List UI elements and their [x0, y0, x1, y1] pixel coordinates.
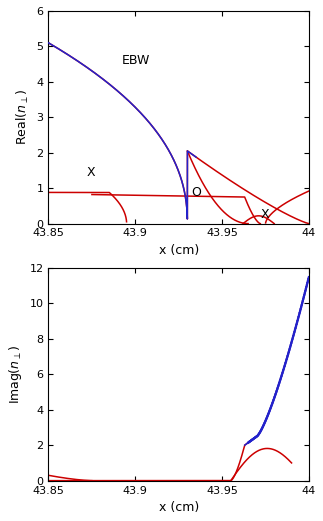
Text: X: X	[260, 208, 269, 221]
Text: EBW: EBW	[121, 54, 150, 67]
Text: O: O	[191, 186, 201, 199]
X-axis label: x (cm): x (cm)	[159, 244, 199, 257]
Text: X: X	[87, 166, 95, 179]
Y-axis label: Imag($n_\perp$): Imag($n_\perp$)	[7, 344, 24, 404]
Y-axis label: Real($n_\perp$): Real($n_\perp$)	[15, 89, 31, 145]
X-axis label: x (cm): x (cm)	[159, 501, 199, 514]
